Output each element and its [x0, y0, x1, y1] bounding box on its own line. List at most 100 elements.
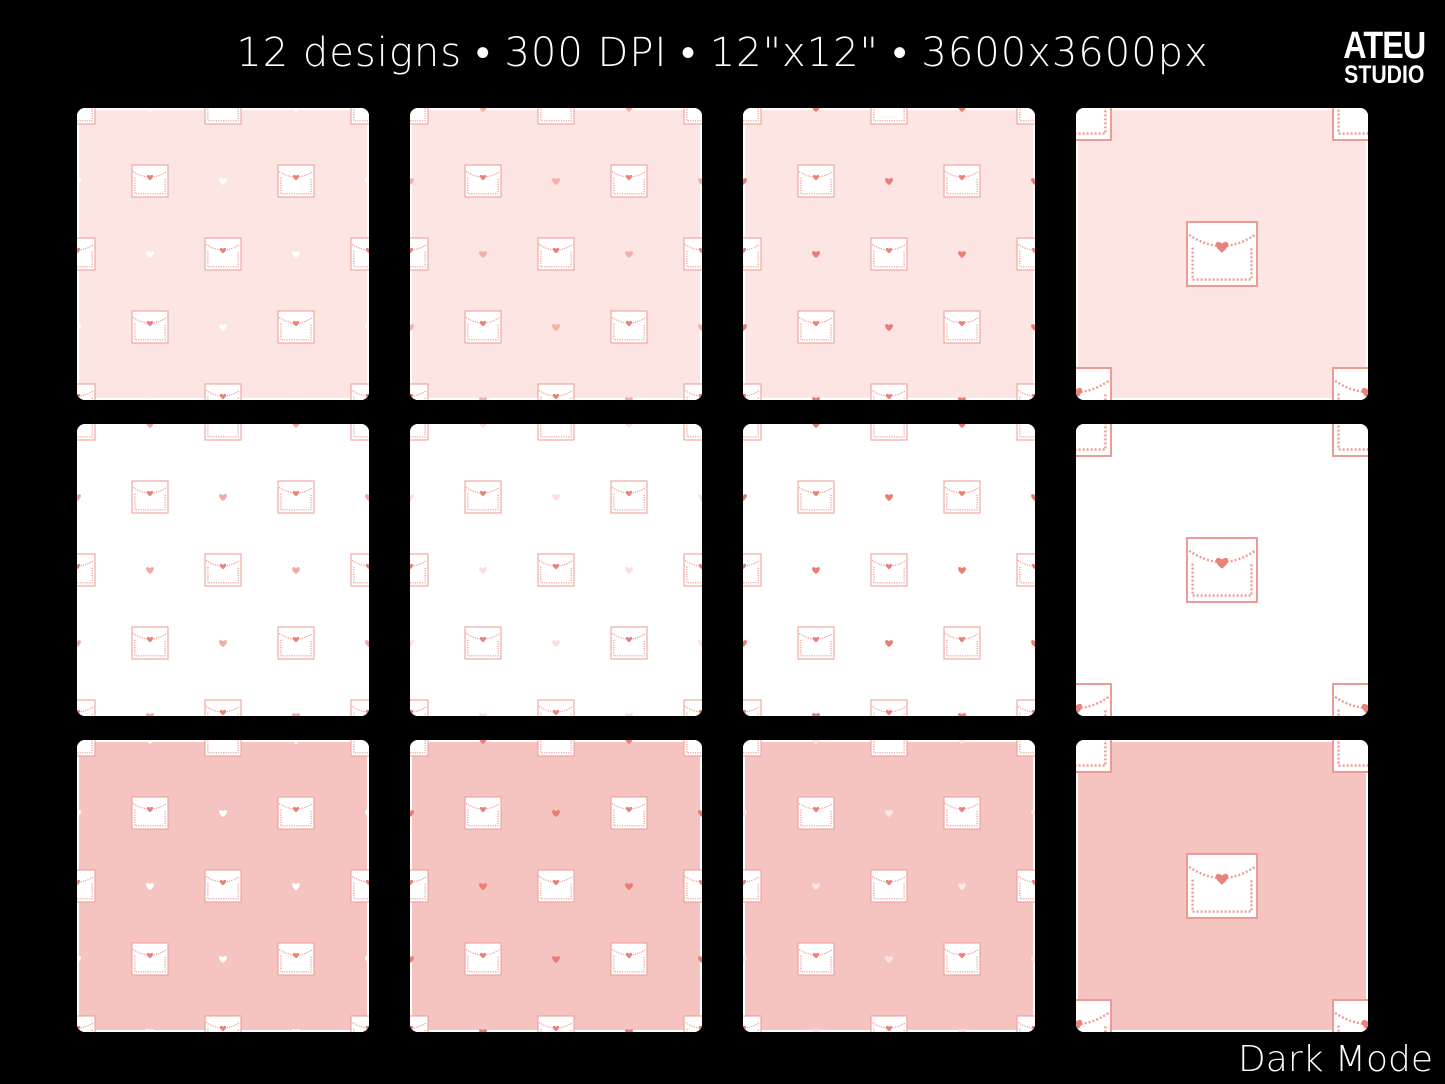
envelope-icon — [204, 699, 242, 716]
logo-line-2: STUDIO — [1344, 61, 1425, 90]
pattern-artwork — [77, 424, 369, 716]
envelope-icon — [131, 164, 169, 198]
envelope-icon — [1076, 367, 1112, 400]
heart-icon — [885, 956, 893, 964]
envelope-icon — [277, 480, 315, 514]
heart-icon — [625, 567, 633, 575]
heart-icon — [365, 956, 369, 964]
design-tile-8[interactable] — [1076, 424, 1368, 716]
envelope-icon — [683, 869, 702, 903]
heart-icon — [219, 494, 227, 502]
pattern-artwork — [1076, 740, 1368, 1032]
heart-icon — [552, 956, 560, 964]
heart-icon — [743, 324, 747, 332]
heart-icon — [885, 640, 893, 648]
design-tile-1[interactable] — [77, 108, 369, 400]
envelope-icon — [683, 1015, 702, 1032]
envelope-icon — [1076, 683, 1112, 716]
heart-icon — [698, 178, 702, 186]
envelope-icon — [537, 699, 575, 716]
envelope-icon — [410, 383, 429, 400]
design-tile-11[interactable] — [743, 740, 1035, 1032]
envelope-icon — [1332, 424, 1368, 457]
heart-icon — [812, 397, 820, 400]
heart-icon — [146, 567, 154, 575]
envelope-icon — [204, 553, 242, 587]
heart-icon — [479, 883, 487, 891]
heart-icon — [885, 324, 893, 332]
envelope-icon — [870, 1015, 908, 1032]
envelope-icon — [683, 699, 702, 716]
envelope-icon — [1332, 999, 1368, 1032]
envelope-icon — [610, 942, 648, 976]
heart-icon — [958, 397, 966, 400]
heart-icon — [292, 883, 300, 891]
envelope-icon — [77, 553, 96, 587]
envelope-icon — [1016, 383, 1035, 400]
heart-icon — [292, 567, 300, 575]
heart-icon — [743, 640, 747, 648]
heart-icon — [958, 567, 966, 575]
envelope-icon — [204, 383, 242, 400]
pattern-artwork — [410, 108, 702, 400]
heart-icon — [479, 397, 487, 400]
heart-icon — [146, 397, 154, 400]
design-tile-3[interactable] — [743, 108, 1035, 400]
heart-icon — [625, 740, 633, 745]
design-tile-10[interactable] — [410, 740, 702, 1032]
heart-icon — [146, 108, 154, 113]
design-tile-2[interactable] — [410, 108, 702, 400]
page-title: 12 designs • 300 DPI • 12"x12" • 3600x36… — [236, 30, 1209, 76]
heart-icon — [812, 1029, 820, 1032]
heart-icon — [743, 494, 747, 502]
envelope-icon — [1016, 237, 1035, 271]
envelope-icon — [77, 869, 96, 903]
heart-icon — [410, 810, 414, 818]
envelope-icon — [277, 796, 315, 830]
heart-icon — [77, 178, 81, 186]
envelope-icon — [537, 553, 575, 587]
envelope-icon — [537, 424, 575, 441]
design-tile-9[interactable] — [77, 740, 369, 1032]
envelope-icon — [870, 869, 908, 903]
envelope-icon — [797, 480, 835, 514]
design-tile-7[interactable] — [743, 424, 1035, 716]
design-tile-5[interactable] — [77, 424, 369, 716]
envelope-icon — [131, 626, 169, 660]
heart-icon — [625, 108, 633, 113]
heart-icon — [292, 713, 300, 716]
heart-icon — [410, 956, 414, 964]
envelope-icon — [277, 626, 315, 660]
design-tile-4[interactable] — [1076, 108, 1368, 400]
envelope-icon — [204, 1015, 242, 1032]
envelope-icon — [943, 942, 981, 976]
heart-icon — [292, 108, 300, 113]
design-tile-6[interactable] — [410, 424, 702, 716]
envelope-icon — [464, 796, 502, 830]
pattern-artwork — [1076, 424, 1368, 716]
envelope-icon — [277, 310, 315, 344]
envelope-icon — [350, 383, 369, 400]
heart-icon — [885, 494, 893, 502]
envelope-icon — [683, 740, 702, 757]
envelope-icon — [743, 740, 762, 757]
heart-icon — [812, 251, 820, 259]
heart-icon — [958, 424, 966, 429]
heart-icon — [292, 1029, 300, 1032]
envelope-icon — [350, 237, 369, 271]
heart-icon — [1031, 956, 1035, 964]
heart-icon — [219, 178, 227, 186]
heart-icon — [743, 956, 747, 964]
envelope-icon — [1332, 367, 1368, 400]
heart-icon — [812, 108, 820, 113]
heart-icon — [812, 567, 820, 575]
envelope-icon — [683, 424, 702, 441]
heart-icon — [219, 324, 227, 332]
heart-icon — [812, 713, 820, 716]
envelope-icon — [943, 480, 981, 514]
envelope-icon — [350, 108, 369, 125]
design-tile-12[interactable] — [1076, 740, 1368, 1032]
envelope-icon — [1016, 699, 1035, 716]
envelope-icon — [204, 237, 242, 271]
envelope-icon — [610, 164, 648, 198]
